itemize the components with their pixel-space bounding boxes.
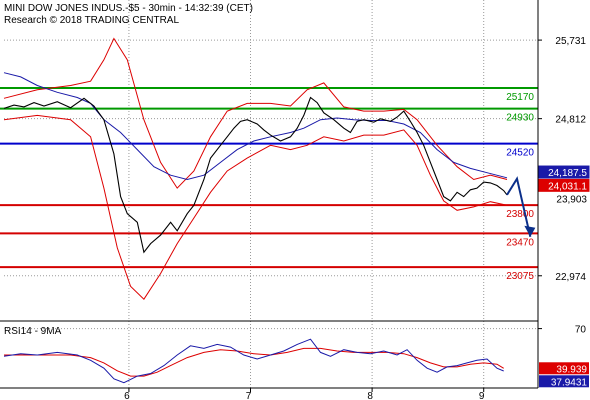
- bollinger-lower-line: [3, 114, 508, 300]
- rsi-value-badge: [539, 362, 589, 375]
- value-badge: [538, 191, 590, 205]
- level-label: 24930: [506, 113, 534, 124]
- x-tick-label: 9: [479, 391, 485, 400]
- rsi-title: RSI14 - 9MA: [4, 326, 62, 337]
- rsi-panel: RSI14 - 9MA 70 39.939 37.9431: [0, 320, 589, 388]
- forecast-arrow-head: [524, 225, 536, 237]
- level-label: 25170: [506, 92, 534, 103]
- level-label: 24520: [506, 148, 534, 159]
- y-tick-label: 22,974: [555, 272, 586, 283]
- level-label: 23075: [506, 271, 534, 282]
- value-badge-label: 24,187.5: [548, 168, 587, 179]
- x-tick-label: 8: [367, 391, 373, 400]
- support-resistance-levels: 25170 24930 24520 23800 23470 23075: [0, 87, 538, 282]
- level-label: 23470: [506, 237, 534, 248]
- y-tick-label: 24,812: [555, 115, 586, 126]
- rsi-value-badge: [539, 375, 589, 388]
- level-label: 23800: [506, 209, 534, 220]
- value-badge: [538, 178, 590, 192]
- value-badge-label: 24,031.1: [548, 181, 587, 192]
- rsi-value-badge-label: 37.9431: [551, 377, 588, 388]
- research-credit: Research © 2018 TRADING CENTRAL: [4, 15, 180, 26]
- y-tick-label: 25,731: [555, 36, 586, 47]
- value-badge: [538, 165, 590, 179]
- rsi-value-badge-label: 39.939: [556, 364, 587, 375]
- rsi-y-tick-label: 70: [575, 325, 587, 336]
- chart-title: MINI DOW JONES INDUS.-$5 - 30min - 14:32…: [4, 3, 253, 14]
- main-grid: [4, 0, 538, 388]
- bollinger-upper-line: [3, 37, 508, 189]
- x-tick-label: 6: [124, 391, 130, 400]
- rsi-line: [3, 338, 504, 384]
- x-tick-label: 7: [246, 391, 252, 400]
- price-series: [3, 37, 536, 300]
- forecast-arrow-line: [506, 176, 532, 238]
- value-badge-label: 23,903: [556, 194, 587, 205]
- price-line: [3, 96, 508, 254]
- rsi-ma-line: [4, 347, 504, 377]
